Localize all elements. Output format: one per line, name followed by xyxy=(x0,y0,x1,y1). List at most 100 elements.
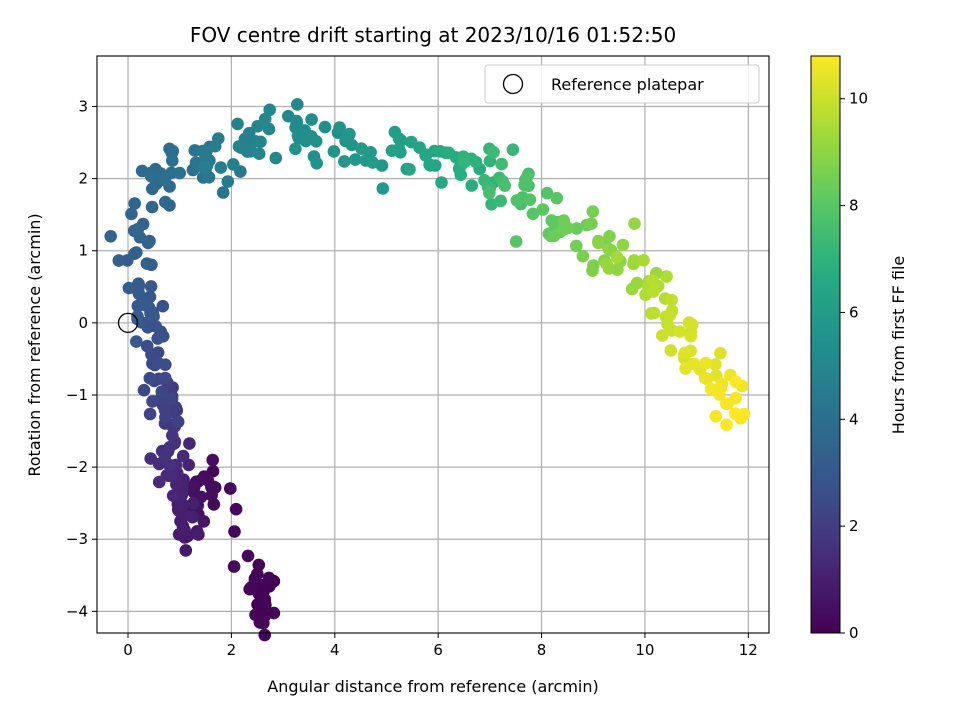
data-point-251 xyxy=(309,135,323,148)
data-point-327 xyxy=(536,203,550,216)
data-point-342 xyxy=(585,217,598,230)
data-point-88 xyxy=(163,469,177,483)
reference-marker-layer xyxy=(117,312,139,334)
data-point-390 xyxy=(685,318,699,332)
data-point-261 xyxy=(342,129,355,142)
data-point-326 xyxy=(550,191,564,205)
data-point-414 xyxy=(721,397,734,411)
data-point-31 xyxy=(229,502,243,516)
data-point-402 xyxy=(687,357,701,371)
data-point-72 xyxy=(186,510,199,524)
data-point-220 xyxy=(227,158,240,171)
data-point-164 xyxy=(122,281,136,295)
colorbar-tick-label-5: 10 xyxy=(849,90,868,108)
data-point-368 xyxy=(637,253,650,267)
data-point-255 xyxy=(327,145,341,158)
data-point-136 xyxy=(140,339,154,353)
data-point-49 xyxy=(186,480,199,494)
colorbar-tick-label-3: 6 xyxy=(849,303,859,321)
data-point-170 xyxy=(130,246,143,259)
data-point-224 xyxy=(231,117,244,131)
data-point-419 xyxy=(734,412,747,425)
data-point-214 xyxy=(214,161,228,174)
data-point-215 xyxy=(221,175,235,188)
data-point-242 xyxy=(290,114,303,128)
data-point-182 xyxy=(163,199,176,212)
data-point-99 xyxy=(163,441,176,454)
data-point-396 xyxy=(714,346,727,360)
data-point-154 xyxy=(144,280,158,293)
y-tick-label-6: 2 xyxy=(78,170,88,188)
data-point-86 xyxy=(176,449,190,463)
data-point-379 xyxy=(665,293,678,307)
data-point-81 xyxy=(183,437,196,450)
data-point-296 xyxy=(469,155,483,169)
data-point-323 xyxy=(540,186,554,200)
data-point-413 xyxy=(709,410,723,423)
data-point-344 xyxy=(586,205,600,218)
data-point-321 xyxy=(521,170,534,183)
y-tick-label-5: 1 xyxy=(78,242,88,260)
data-point-25 xyxy=(262,571,276,585)
data-point-392 xyxy=(684,329,697,343)
data-point-358 xyxy=(628,217,641,230)
x-tick-label-1: 2 xyxy=(227,641,237,659)
data-point-191 xyxy=(166,144,180,158)
legend-box xyxy=(484,64,760,104)
data-point-371 xyxy=(660,270,673,283)
colorbar-label: Hours from first FF file xyxy=(889,256,908,435)
data-point-385 xyxy=(656,329,669,342)
data-point-265 xyxy=(376,182,390,195)
data-point-55 xyxy=(197,515,211,528)
data-point-117 xyxy=(158,403,172,417)
data-point-411 xyxy=(713,388,726,401)
data-point-23 xyxy=(258,628,272,642)
colorbar-tick-label-1: 2 xyxy=(849,517,859,535)
data-point-304 xyxy=(506,143,520,156)
data-point-140 xyxy=(156,299,170,313)
data-point-178 xyxy=(128,197,141,210)
data-point-179 xyxy=(131,222,145,236)
data-point-322 xyxy=(523,193,537,206)
x-tick-label-3: 6 xyxy=(433,641,443,659)
data-points xyxy=(104,98,751,642)
data-point-349 xyxy=(603,230,616,243)
data-point-28 xyxy=(241,549,255,563)
data-point-27 xyxy=(227,560,241,573)
data-point-399 xyxy=(709,358,722,371)
data-point-244 xyxy=(305,113,318,126)
data-point-177 xyxy=(125,207,138,221)
data-point-169 xyxy=(140,257,154,270)
data-point-118 xyxy=(171,415,185,429)
data-point-20 xyxy=(267,606,281,620)
data-point-286 xyxy=(435,176,448,189)
data-point-330 xyxy=(545,214,558,227)
data-point-253 xyxy=(333,121,346,134)
data-point-22 xyxy=(259,598,272,612)
data-point-300 xyxy=(458,155,471,169)
data-point-151 xyxy=(147,310,160,323)
data-point-56 xyxy=(179,544,193,557)
x-tick-label-5: 10 xyxy=(635,641,654,659)
data-point-123 xyxy=(146,395,159,408)
x-tick-label-2: 4 xyxy=(330,641,340,659)
data-point-218 xyxy=(208,139,222,153)
data-point-418 xyxy=(729,375,743,389)
data-point-408 xyxy=(715,377,729,391)
colorbar: 0 2 4 6 8 10 xyxy=(810,55,868,642)
data-point-234 xyxy=(262,122,276,136)
data-point-359 xyxy=(600,257,613,271)
data-point-361 xyxy=(630,276,644,290)
data-point-260 xyxy=(338,155,351,168)
legend: Reference platepar xyxy=(484,64,760,104)
data-point-42 xyxy=(206,453,219,467)
data-point-131 xyxy=(143,371,157,385)
data-point-404 xyxy=(699,356,712,370)
data-point-128 xyxy=(137,383,151,397)
data-point-235 xyxy=(258,112,272,126)
data-point-167 xyxy=(112,254,126,267)
data-point-159 xyxy=(131,310,144,323)
data-point-293 xyxy=(465,179,479,192)
data-point-71 xyxy=(186,497,200,510)
